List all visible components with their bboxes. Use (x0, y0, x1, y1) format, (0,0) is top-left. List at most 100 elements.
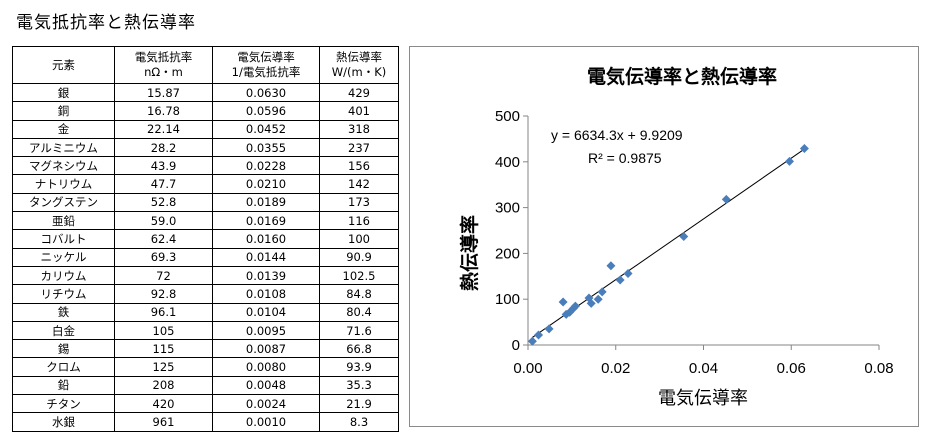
column-header: 熱伝導率 W/(m・K) (319, 46, 399, 84)
table-cell: 0.0144 (212, 247, 320, 267)
table-cell: 80.4 (319, 302, 399, 322)
data-point (593, 294, 603, 304)
data-point (615, 275, 625, 285)
table-cell: 115 (114, 339, 213, 359)
x-tick-label: 0.00 (513, 360, 542, 377)
data-point (679, 231, 689, 241)
table-cell: 52.8 (114, 192, 213, 213)
table-cell: ナトリウム (12, 174, 115, 194)
table-cell: 208 (114, 375, 213, 396)
data-point (584, 293, 594, 303)
table-cell: 16.78 (114, 101, 213, 121)
table-row: カリウム 72 0.0139 102.5 (12, 265, 399, 286)
table-row: 錫 115 0.0087 66.8 (12, 339, 399, 359)
table-header-row: 元素 電気抵抗率 nΩ・m 電気伝導率 1/電気抵抗率 熱伝導率 W/(m・K) (12, 46, 399, 84)
table-cell: コバルト (12, 229, 115, 249)
table-cell: タングステン (12, 192, 115, 213)
table-cell: 0.0630 (212, 82, 320, 103)
page-title: 電気抵抗率と熱伝導率 (16, 13, 196, 33)
table-cell: 35.3 (319, 375, 399, 396)
r-squared-label: R² = 0.9875 (588, 150, 662, 166)
table-cell: 69.3 (114, 247, 213, 267)
table-row: タングステン 52.8 0.0189 173 (12, 192, 399, 213)
table-cell: クロム (12, 357, 115, 377)
table-cell: 318 (319, 119, 399, 139)
table-cell: 66.8 (319, 339, 399, 359)
table-cell: 0.0024 (212, 394, 320, 414)
table-cell: 401 (319, 101, 399, 121)
table-cell: 鉄 (12, 302, 115, 322)
y-tick-label: 300 (495, 200, 520, 217)
table-row: 亜鉛 59.0 0.0169 116 (12, 211, 399, 231)
table-cell: リチウム (12, 284, 115, 304)
data-point (623, 269, 633, 279)
column-header-text: 1/電気抵抗率 (231, 65, 301, 79)
column-header: 電気伝導率 1/電気抵抗率 (212, 46, 320, 84)
table-cell: 0.0095 (212, 320, 320, 341)
table-row: 水銀 961 0.0010 8.3 (12, 412, 399, 432)
chart-frame: 電気伝導率と熱伝導率 0 100 200 300 400 500 0.00 0.02 0.04 0… (409, 46, 919, 427)
table-cell: 21.9 (319, 394, 399, 414)
table-cell: 0.0228 (212, 156, 320, 176)
table-row: 鉄 96.1 0.0104 80.4 (12, 302, 399, 322)
chart-title: 電気伝導率と熱伝導率 (587, 65, 777, 88)
table-cell: 水銀 (12, 412, 115, 432)
table-row: 金 22.14 0.0452 318 (12, 119, 399, 139)
table-cell: 0.0189 (212, 192, 320, 213)
table-cell: 156 (319, 156, 399, 176)
table-cell: ニッケル (12, 247, 115, 267)
x-axis-label: 電気伝導率 (658, 388, 748, 409)
data-point (558, 297, 568, 307)
data-point (544, 324, 554, 334)
table-cell: 鉛 (12, 375, 115, 396)
table-row: リチウム 92.8 0.0108 84.8 (12, 284, 399, 304)
y-axis-label: 熱伝導率 (458, 215, 481, 291)
table-cell: 15.87 (114, 82, 213, 103)
table-cell: 102.5 (319, 265, 399, 286)
table-row: 銅 16.78 0.0596 401 (12, 101, 399, 121)
x-tick-label: 0.08 (864, 360, 893, 377)
table-row: 鉛 208 0.0048 35.3 (12, 375, 399, 396)
y-tick-label: 0 (512, 337, 520, 354)
table-row: 銀 15.87 0.0630 429 (12, 82, 399, 103)
data-point (721, 194, 731, 204)
table-row: アルミニウム 28.2 0.0355 237 (12, 137, 399, 158)
table-cell: 28.2 (114, 137, 213, 158)
table-cell: 429 (319, 82, 399, 103)
table-cell: 105 (114, 320, 213, 341)
table-cell: カリウム (12, 265, 115, 286)
data-points (527, 144, 809, 346)
table-cell: 0.0087 (212, 339, 320, 359)
table-cell: 92.8 (114, 284, 213, 304)
data-point (534, 330, 544, 340)
table-cell: 62.4 (114, 229, 213, 249)
table-cell: 59.0 (114, 211, 213, 231)
data-point (527, 336, 537, 346)
column-header-text: 熱伝導率 (336, 50, 382, 64)
table-cell: 0.0452 (212, 119, 320, 139)
table-cell: 0.0139 (212, 265, 320, 286)
table-cell: 白金 (12, 320, 115, 341)
column-header-text: 電気伝導率 (237, 50, 295, 64)
table-cell: 125 (114, 357, 213, 377)
column-header-text: nΩ・m (144, 65, 183, 79)
column-header: 電気抵抗率 nΩ・m (114, 46, 213, 84)
y-tick-label: 500 (495, 108, 520, 125)
table-row: コバルト 62.4 0.0160 100 (12, 229, 399, 249)
table-cell: 142 (319, 174, 399, 194)
table-cell: 0.0596 (212, 101, 320, 121)
table-cell: 8.3 (319, 412, 399, 432)
table-cell: 0.0355 (212, 137, 320, 158)
table-cell: 84.8 (319, 284, 399, 304)
data-point (606, 261, 616, 271)
x-tick-label: 0.04 (689, 360, 718, 377)
table-cell: 420 (114, 394, 213, 414)
y-tick-label: 200 (495, 245, 520, 262)
table-row: マグネシウム 43.9 0.0228 156 (12, 156, 399, 176)
data-point (784, 156, 794, 166)
table-cell: チタン (12, 394, 115, 414)
table-cell: 90.9 (319, 247, 399, 267)
y-tick-label: 100 (495, 291, 520, 308)
column-header-text: 元素 (52, 57, 75, 72)
table-cell: 116 (319, 211, 399, 231)
